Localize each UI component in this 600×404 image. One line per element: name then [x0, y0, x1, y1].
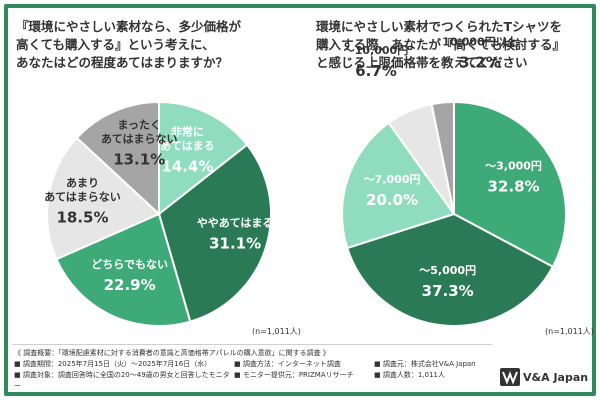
pie-1-label-2: どちらでもない — [91, 258, 168, 271]
pie-2-label-1: ～5,000円 — [419, 264, 476, 277]
survey-period: ■ 調査期間：2025年7月15日（火）～2025年7月16日（水） — [14, 360, 212, 368]
pie-1-slice-1 — [157, 143, 272, 323]
survey-provider: ■ モニター提供元：PRIZMAリサーチ — [234, 371, 354, 379]
pie-1-slice-0 — [158, 100, 249, 217]
chart-2-sample-note: (n=1,011人) — [545, 327, 594, 336]
pie-1-slice-2 — [55, 212, 192, 327]
pie-1-slice-3 — [46, 136, 161, 261]
pie-1-label-3: あてはまらない — [44, 190, 121, 203]
pie-1-value-2: 22.9% — [104, 276, 156, 294]
pie-1-label-0: あてはまる — [160, 140, 215, 153]
chart-2-title-line: 環境にやさしい素材でつくられたTシャツを — [316, 19, 563, 34]
chart-2-title-line: 購入する際、あなたが『高くても検討する』 — [316, 37, 566, 52]
chart-2-title-line: と感じる上限価格帯を教えてください — [316, 55, 528, 70]
chart-1-sample-note: (n=1,011人) — [252, 327, 301, 336]
chart-1-title-line: あなたはどの程度あてはまりますか？ — [16, 55, 229, 70]
chart-1-title-line: 『環境にやさしい素材なら、多少価格が — [16, 19, 242, 34]
pie-1-value-0: 14.4% — [161, 158, 213, 176]
pie-2-slice-2 — [341, 121, 456, 250]
pie-2-slice-1 — [346, 212, 555, 327]
survey-overview: 《 調査概要：「環境配慮素材に対する消費者の意識と高価格帯アパレルの購入意欲」に… — [14, 349, 330, 357]
survey-target: ■ 調査対象：調査回答時に全国の20～49歳の男女と回答したモニター — [14, 371, 230, 390]
company-logo: V&A Japan — [500, 364, 590, 390]
survey-source: ■ 調査元：株式会社V&A Japan — [374, 360, 476, 368]
pie-1-label-0: 非常に — [171, 125, 204, 139]
pie-2-slice-0 — [453, 100, 567, 269]
pie-1-label-1: ややあてはまる — [197, 216, 274, 229]
pie-2-value-1: 37.3% — [422, 282, 474, 300]
pie-2-value-2: 20.0% — [366, 191, 418, 209]
survey-count: ■ 調査人数：1,011人 — [374, 371, 445, 379]
pie-1-label-4: まったく — [117, 118, 161, 131]
logo-text: V&A Japan — [523, 370, 589, 384]
chart-2-title: 環境にやさしい素材でつくられたTシャツを 購入する際、あなたが『高くても検討する… — [316, 18, 591, 72]
pie-1-label-4: あてはまらない — [101, 132, 178, 145]
pie-1-value-4: 13.1% — [113, 150, 165, 168]
pie-2-slice-4 — [430, 100, 455, 215]
pie-2-label-4: 10,000円以上 — [442, 35, 517, 49]
pie-2-label-0: ～3,000円 — [485, 159, 542, 172]
infographic: 『環境にやさしい素材なら、多少価格が 高くても購入する』という考えに、 あなたは… — [4, 4, 596, 396]
pie-2-label-2: ～7,000円 — [364, 173, 421, 186]
survey-method: ■ 調査方法：インターネット調査 — [234, 360, 341, 368]
logo-mark-icon — [500, 368, 520, 386]
pie-1-value-3: 18.5% — [56, 208, 108, 226]
chart-1-title: 『環境にやさしい素材なら、多少価格が 高くても購入する』という考えに、 あなたは… — [16, 18, 296, 72]
survey-footer: 《 調査概要：「環境配慮素材に対する消費者の意識と高価格帯アパレルの購入意欲」に… — [14, 348, 484, 392]
footer-divider — [12, 344, 492, 345]
pie-1-value-1: 31.1% — [209, 234, 261, 252]
pie-1-slice-4 — [75, 100, 160, 217]
pie-2-value-0: 32.8% — [488, 177, 540, 195]
chart-1-title-line: 高くても購入する』という考えに、 — [16, 37, 215, 52]
pie-2-value-3: 6.7% — [355, 62, 397, 80]
pie-2-value-4: 3.2% — [459, 54, 501, 72]
pie-1-label-3: あまり — [66, 176, 99, 189]
pie-chart-price-range: ～3,000円 32.8% ～5,000円 37.3% ～7,000円 20.0% ～10,… — [341, 35, 567, 327]
pie-2-label-3: ～10,000円 — [344, 44, 408, 57]
